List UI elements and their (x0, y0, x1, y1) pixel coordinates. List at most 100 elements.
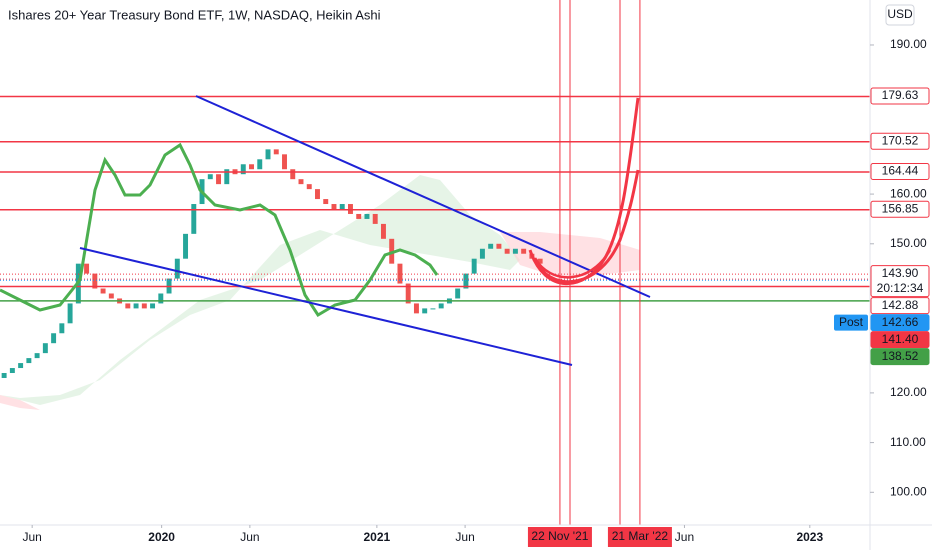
price-label-box (870, 200, 930, 218)
date-box (527, 527, 592, 547)
candle (339, 204, 345, 209)
date-box (607, 527, 672, 547)
oscillator (0, 142, 439, 318)
candle (273, 149, 279, 155)
price-label: 138.52 (882, 349, 919, 363)
marks (0, 0, 870, 525)
candle (537, 258, 543, 264)
candle (51, 333, 57, 344)
candle (479, 248, 485, 259)
candle (59, 323, 65, 334)
price-label-box (870, 348, 930, 366)
candle (34, 353, 40, 359)
price-label-box (870, 331, 930, 349)
candle (150, 303, 156, 309)
candle (265, 149, 271, 160)
candle (282, 154, 287, 170)
candle (257, 159, 263, 170)
candle (496, 243, 502, 249)
candle (26, 358, 32, 364)
candle (92, 273, 98, 289)
candle (298, 179, 304, 185)
x-tick-label: 2023 (796, 530, 823, 544)
candle (315, 189, 320, 200)
candle (306, 184, 312, 190)
price-label: 164.44 (882, 164, 919, 178)
currency-button[interactable] (885, 4, 915, 26)
candle (405, 283, 411, 304)
candle (323, 199, 329, 205)
price-label: 179.63 (882, 88, 919, 102)
price-label: 156.85 (882, 201, 919, 215)
date-label: 21 Mar '22 (612, 529, 669, 543)
price-label-box (870, 163, 930, 181)
candle (521, 248, 527, 254)
candle (463, 273, 469, 289)
forecast-curve (536, 169, 640, 284)
candle (108, 293, 114, 299)
date-label: 22 Nov '21 (531, 529, 588, 543)
candle (125, 303, 131, 309)
candle (249, 164, 254, 170)
candle (18, 363, 24, 369)
candle (364, 213, 370, 219)
trendline (195, 95, 651, 298)
candle (331, 204, 337, 209)
candle (290, 169, 296, 180)
candle (488, 243, 494, 249)
price-label-box (870, 87, 930, 105)
candle (216, 174, 222, 185)
trendline (79, 247, 573, 366)
candle (356, 213, 362, 219)
forecast-curve (533, 249, 612, 279)
price-label: 170.52 (882, 133, 919, 147)
price-label-box (870, 265, 930, 298)
candle (224, 169, 230, 185)
tag: Post (839, 315, 864, 329)
candle (471, 258, 477, 274)
candle (380, 223, 386, 239)
y-tick-label: 120.00 (890, 385, 927, 399)
candle (174, 258, 180, 279)
countdown: 20:12:34 (877, 281, 924, 295)
y-tick-label: 190.00 (890, 37, 927, 51)
x-tick-label: Jun (455, 530, 474, 544)
candle (84, 263, 90, 274)
price-label: 143.90 (882, 266, 919, 280)
candle (42, 343, 48, 354)
candle (438, 303, 444, 309)
x-tick-label: Jun (675, 530, 694, 544)
tag-box (834, 314, 868, 331)
candle (191, 204, 197, 234)
candle (504, 248, 510, 254)
cloud (0, 395, 40, 410)
x-tick-label: 2021 (364, 530, 391, 544)
y-tick-label: 160.00 (890, 186, 927, 200)
cloud (0, 175, 520, 405)
y-tick-label: 100.00 (890, 484, 927, 498)
candle (240, 164, 246, 175)
candle (67, 303, 73, 324)
price-label: 141.40 (882, 332, 919, 346)
candle (372, 213, 378, 224)
price-label-box (870, 297, 930, 315)
currency[interactable]: USD (887, 7, 913, 21)
x-tick-label: 2020 (148, 530, 175, 544)
y-tick-label: 110.00 (890, 435, 926, 449)
candle (422, 308, 428, 314)
candle (133, 303, 139, 309)
chart-title: Ishares 20+ Year Treasury Bond ETF, 1W, … (8, 7, 381, 22)
candle (158, 293, 164, 304)
y-tick-label: 150.00 (890, 236, 927, 250)
price-label-box (870, 314, 930, 332)
x-tick-label: Jun (22, 530, 41, 544)
candle (1, 373, 7, 378)
candle (100, 288, 106, 294)
candle (430, 308, 436, 310)
candle (183, 233, 189, 259)
price-label: 142.66 (882, 315, 919, 329)
candle (413, 303, 419, 314)
candle (141, 303, 147, 309)
x-tick-label: Jun (240, 530, 259, 544)
